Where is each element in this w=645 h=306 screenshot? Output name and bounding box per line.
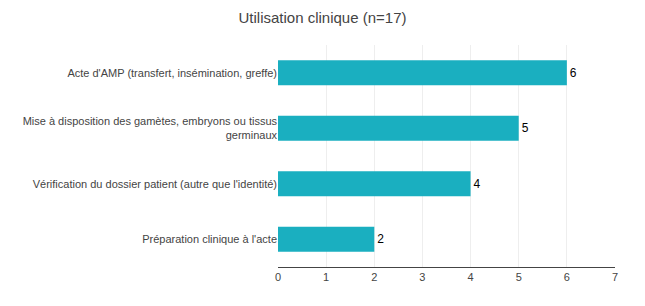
svg-text:0: 0 [275,271,281,283]
svg-text:5: 5 [516,271,522,283]
svg-text:5: 5 [522,121,529,135]
svg-text:Utilisation clinique (n=17): Utilisation clinique (n=17) [238,9,406,26]
svg-text:3: 3 [419,271,425,283]
svg-text:1: 1 [323,271,329,283]
svg-text:7: 7 [612,271,618,283]
svg-text:2: 2 [377,232,384,246]
svg-text:Mise à disposition des gamètes: Mise à disposition des gamètes, embryons… [23,115,278,141]
svg-text:6: 6 [564,271,570,283]
svg-text:2: 2 [371,271,377,283]
svg-text:4: 4 [468,271,474,283]
svg-text:4: 4 [474,177,481,191]
svg-text:6: 6 [570,66,577,80]
svg-text:Préparation clinique à l'acte: Préparation clinique à l'acte [142,233,277,245]
svg-text:Vérification du dossier patien: Vérification du dossier patient (autre q… [33,178,277,190]
svg-text:Acte d'AMP (transfert, insémin: Acte d'AMP (transfert, insémination, gre… [67,67,277,79]
